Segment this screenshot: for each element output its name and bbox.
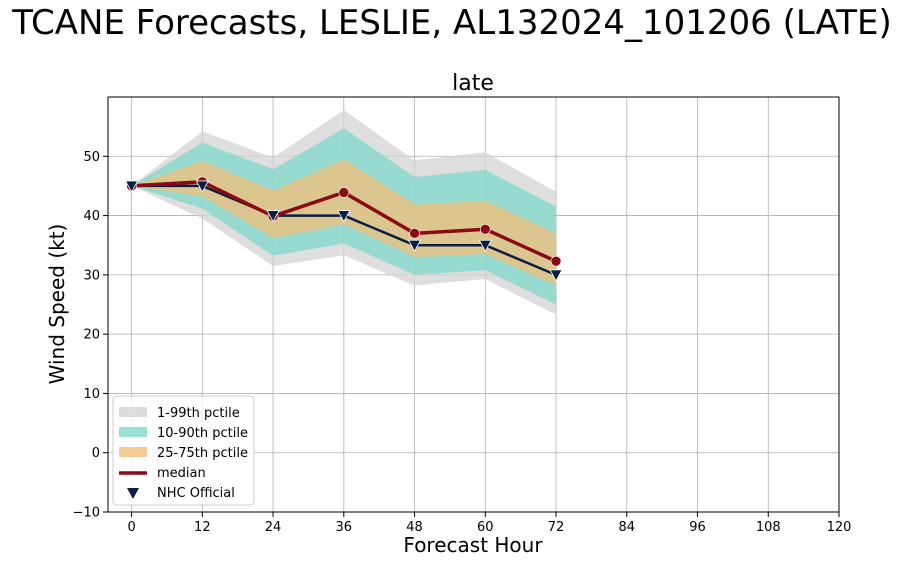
y-tick-label: 10 <box>83 387 100 402</box>
nhc-official-point <box>266 210 280 223</box>
y-tick-label: 30 <box>83 268 100 283</box>
legend-label: 10-90th pctile <box>157 426 248 441</box>
legend-label: NHC Official <box>157 486 235 501</box>
x-axis-label: Forecast Hour <box>403 533 543 557</box>
x-tick-label: 96 <box>689 520 706 535</box>
median-point <box>550 255 562 267</box>
y-tick-label: −10 <box>73 506 100 521</box>
median-point <box>409 228 420 239</box>
x-tick-label: 48 <box>406 520 423 535</box>
nhc-official-point <box>124 180 139 193</box>
legend-label: 1-99th pctile <box>157 406 240 421</box>
y-tick-label: 20 <box>83 328 100 343</box>
x-tick-label: 60 <box>477 520 494 535</box>
legend-swatch-25-75th-pctile <box>119 447 147 457</box>
chart-suptitle: TCANE Forecasts, LESLIE, AL132024_101206… <box>11 3 891 43</box>
x-tick-label: 12 <box>194 520 211 535</box>
legend-label: 25-75th pctile <box>157 446 248 461</box>
median-point <box>479 223 491 235</box>
legend-swatch-nhc-official <box>127 488 139 499</box>
y-tick-label: 40 <box>83 209 100 224</box>
legend-swatch-10-90th-pctile <box>119 427 147 437</box>
x-tick-label: 108 <box>756 520 781 535</box>
median-point <box>338 187 350 198</box>
x-axis-ticks: 0 12 24 36 48 60 72 84 96 108 120 <box>127 512 851 535</box>
x-tick-label: 120 <box>827 520 852 535</box>
legend-label: median <box>157 466 206 481</box>
y-tick-label: 50 <box>83 150 100 165</box>
x-tick-label: 72 <box>548 520 565 535</box>
nhc-official-point <box>549 269 563 282</box>
legend: 1-99th pctile 10-90th pctile 25-75th pctil… <box>112 395 255 506</box>
legend-frame <box>112 395 255 506</box>
y-tick-label: 0 <box>92 446 100 461</box>
legend-swatch-1-99th-pctile <box>119 407 147 417</box>
x-tick-label: 84 <box>619 520 636 535</box>
x-tick-label: 0 <box>127 520 135 535</box>
x-tick-label: 36 <box>336 520 353 535</box>
nhc-official-point <box>337 210 351 223</box>
y-axis-label: Wind Speed (kt) <box>45 224 69 385</box>
x-tick-label: 24 <box>265 520 282 535</box>
y-axis-ticks: −10 0 10 20 30 40 50 <box>73 150 108 521</box>
plot-frame <box>107 96 840 513</box>
chart-title: late <box>452 71 494 96</box>
nhc-official-point <box>478 239 492 253</box>
series-lines <box>124 176 563 282</box>
nhc-official-point <box>407 239 422 253</box>
nhc-official-point <box>195 180 209 193</box>
